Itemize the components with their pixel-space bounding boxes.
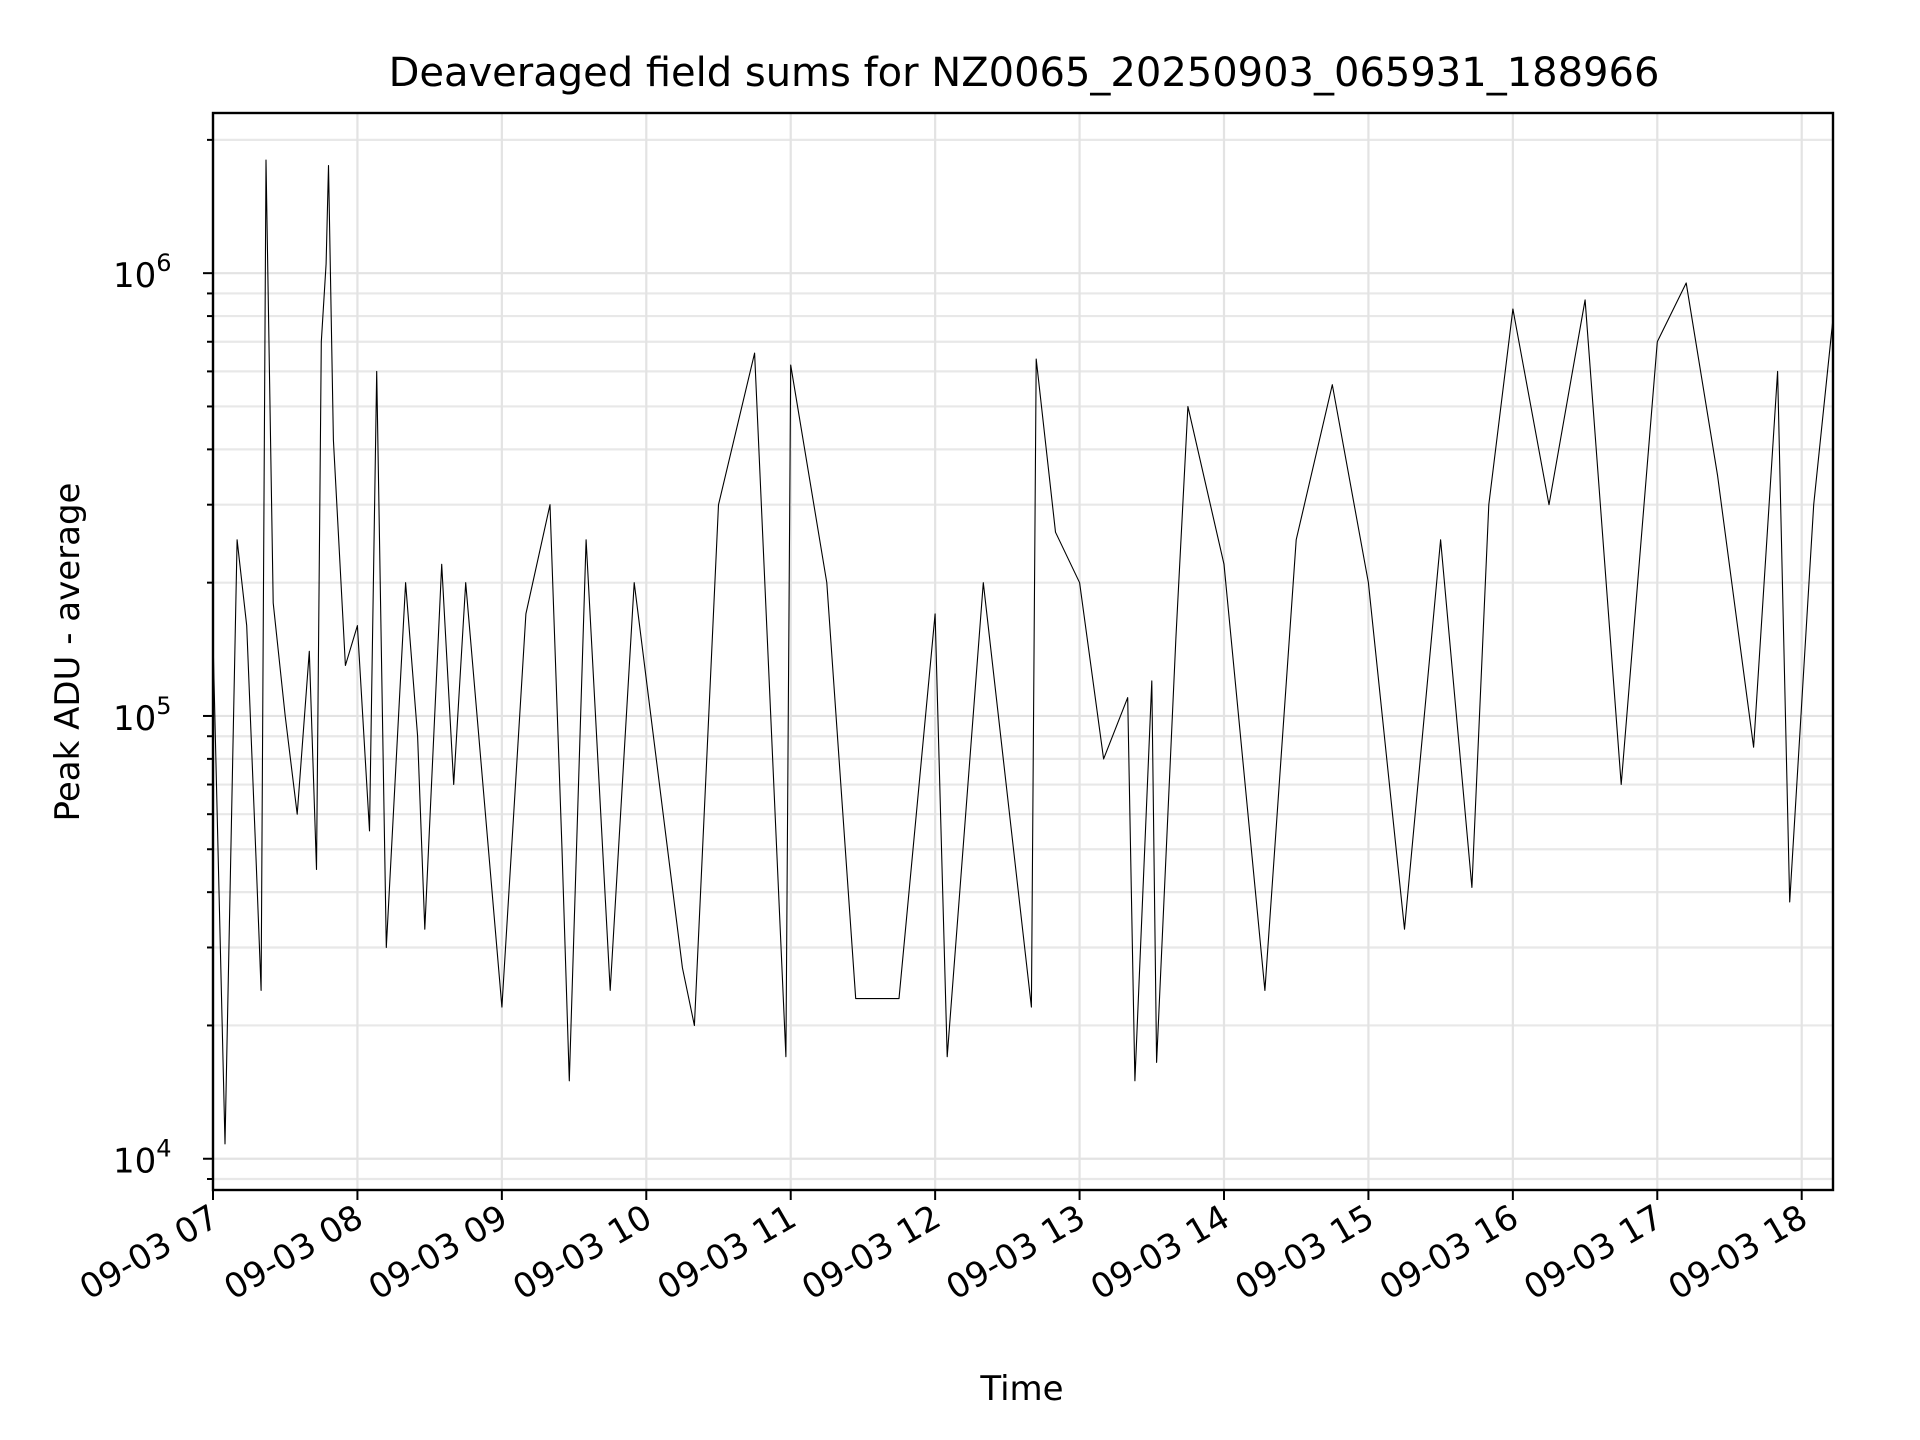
data-series — [212, 159, 1834, 1145]
y-tick-label: 106 — [113, 249, 172, 296]
y-tick-base: 10 — [113, 699, 156, 739]
chart-title: Deaveraged field sums for NZ0065_2025090… — [389, 50, 1660, 96]
x-axis-label: Time — [979, 1369, 1063, 1409]
y-tick-exponent: 4 — [156, 1135, 171, 1163]
y-tick-exponent: 5 — [156, 692, 171, 720]
y-tick-exponent: 6 — [156, 249, 171, 277]
y-tick-label: 104 — [113, 1135, 172, 1182]
y-axis-label: Peak ADU - average — [48, 483, 88, 822]
y-tick-base: 10 — [113, 256, 156, 296]
plot-frame — [211, 111, 1835, 1192]
series-line — [212, 159, 1834, 1145]
y-tick-label: 105 — [113, 692, 172, 739]
y-tick-base: 10 — [113, 1142, 156, 1182]
